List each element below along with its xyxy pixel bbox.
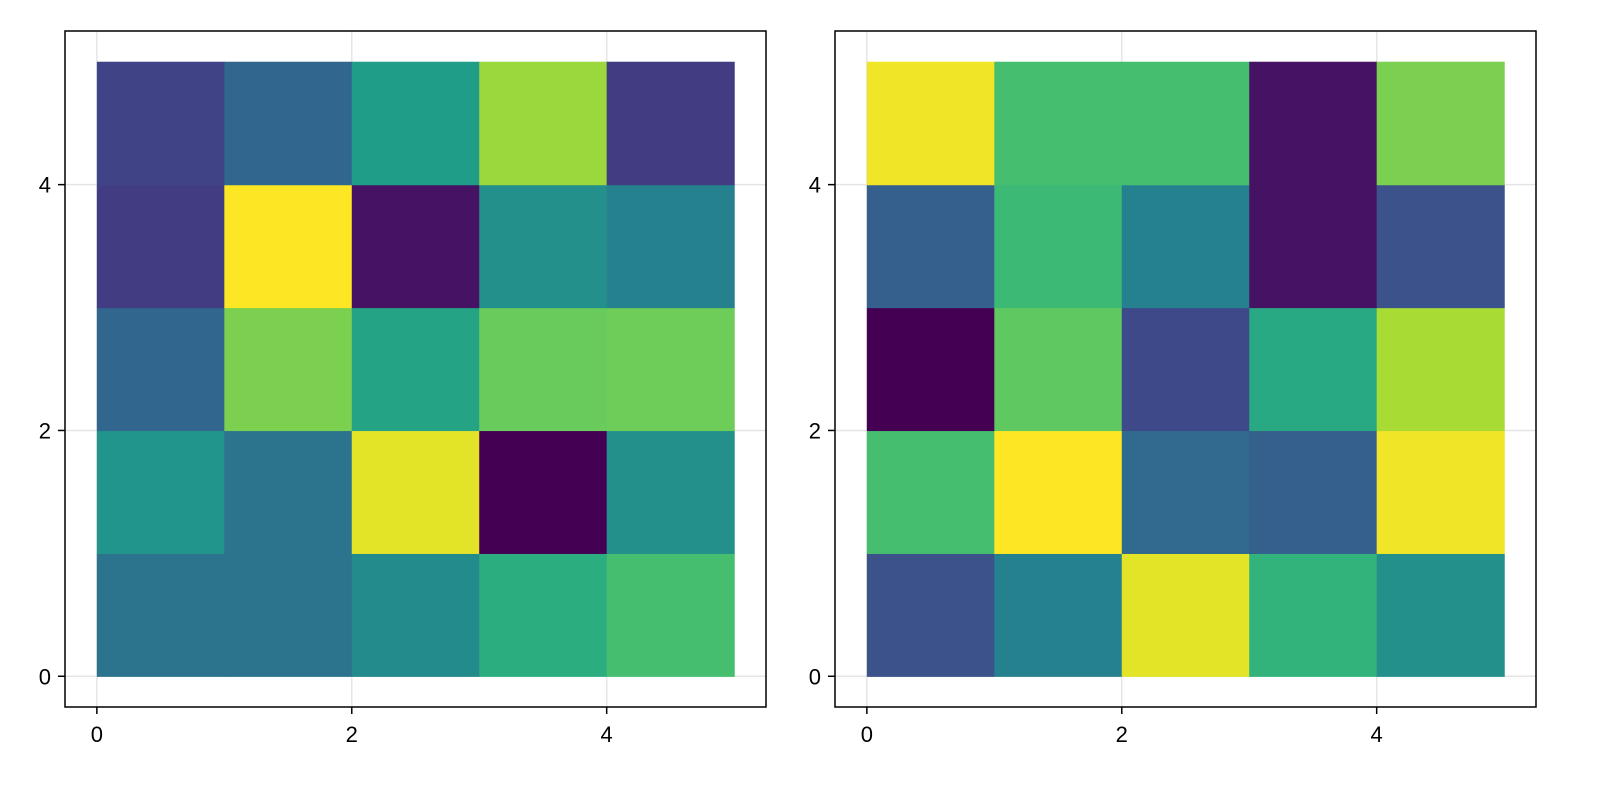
heatmap-cell-r1-c4 (606, 430, 735, 554)
heatmap-cell-r1-c2 (351, 430, 480, 554)
heatmap-cell-r3-c1 (994, 184, 1123, 309)
heatmap-panel-left: 0 2 4 0 2 4 (39, 30, 767, 747)
x-tick-label-2: 4 (601, 722, 613, 747)
heatmap-cell-r2-c3 (1249, 307, 1378, 432)
heatmap-cell-r3-c1 (224, 184, 353, 309)
heatmap-cell-r2-c0 (866, 307, 995, 432)
heatmap-cell-r4-c3 (479, 61, 608, 186)
heatmap-cell-r4-c0 (866, 61, 995, 186)
x-tick-label-1: 2 (346, 722, 358, 747)
y-tick-label-0: 0 (809, 664, 821, 689)
y-tick-label-1: 2 (39, 418, 51, 443)
heatmap-cell-r0-c3 (479, 553, 608, 677)
heatmap-cell-r1-c0 (866, 430, 995, 554)
heatmap-cell-r0-c1 (224, 553, 353, 677)
heatmap-cell-r2-c1 (994, 307, 1123, 432)
axes-frame (64, 30, 767, 708)
heatmap-cell-r3-c2 (1121, 184, 1250, 309)
heatmap-cell-r0-c0 (96, 553, 225, 677)
heatmap-cell-r3-c0 (96, 184, 225, 309)
heatmap-cell-r1-c1 (224, 430, 353, 554)
x-tick-label-1: 2 (1116, 722, 1128, 747)
heatmap-cell-r3-c3 (479, 184, 608, 309)
heatmap-cell-r0-c1 (994, 553, 1123, 677)
heatmap-cell-r1-c3 (479, 430, 608, 554)
y-tick-label-0: 0 (39, 664, 51, 689)
heatmap-panel-right: 0 2 4 0 2 4 (809, 30, 1537, 747)
heatmap-cell-r1-c4 (1376, 430, 1505, 554)
heatmap-cell-r0-c0 (866, 553, 995, 677)
heatmap-cell-r3-c3 (1249, 184, 1378, 309)
axes-frame (834, 30, 1537, 708)
heatmap-cell-r4-c4 (1376, 61, 1505, 186)
x-tick-label-0: 0 (861, 722, 873, 747)
heatmap-cell-r3-c2 (351, 184, 480, 309)
heatmap-cell-r4-c3 (1249, 61, 1378, 186)
heatmap-cell-r4-c2 (1121, 61, 1250, 186)
heatmap-cell-r1-c2 (1121, 430, 1250, 554)
x-tick-label-0: 0 (91, 722, 103, 747)
heatmap-cell-r2-c3 (479, 307, 608, 432)
heatmap-cell-r3-c4 (606, 184, 735, 309)
x-tick-label-2: 4 (1371, 722, 1383, 747)
heatmap-cell-r3-c0 (866, 184, 995, 309)
heatmap-cell-r1-c0 (96, 430, 225, 554)
heatmap-cell-r2-c4 (1376, 307, 1505, 432)
y-tick-label-2: 4 (39, 173, 51, 198)
heatmap-cell-r0-c2 (1121, 553, 1250, 677)
heatmap-cell-r2-c2 (1121, 307, 1250, 432)
heatmap-cell-r4-c1 (224, 61, 353, 186)
heatmap-cell-r1-c1 (994, 430, 1123, 554)
heatmap-cell-r1-c3 (1249, 430, 1378, 554)
heatmap-cell-r2-c2 (351, 307, 480, 432)
y-tick-label-1: 2 (809, 418, 821, 443)
heatmap-cell-r2-c1 (224, 307, 353, 432)
heatmap-cell-r0-c4 (1376, 553, 1505, 677)
y-tick-label-2: 4 (809, 173, 821, 198)
heatmap-cell-r0-c2 (351, 553, 480, 677)
heatmap-cell-r4-c2 (351, 61, 480, 186)
heatmap-cell-r3-c4 (1376, 184, 1505, 309)
heatmap-cell-r4-c0 (96, 61, 225, 186)
heatmap-cell-r0-c3 (1249, 553, 1378, 677)
heatmap-cell-r2-c0 (96, 307, 225, 432)
heatmap-cell-r4-c4 (606, 61, 735, 186)
heatmap-cell-r4-c1 (994, 61, 1123, 186)
heatmap-cell-r2-c4 (606, 307, 735, 432)
heatmap-cell-r0-c4 (606, 553, 735, 677)
